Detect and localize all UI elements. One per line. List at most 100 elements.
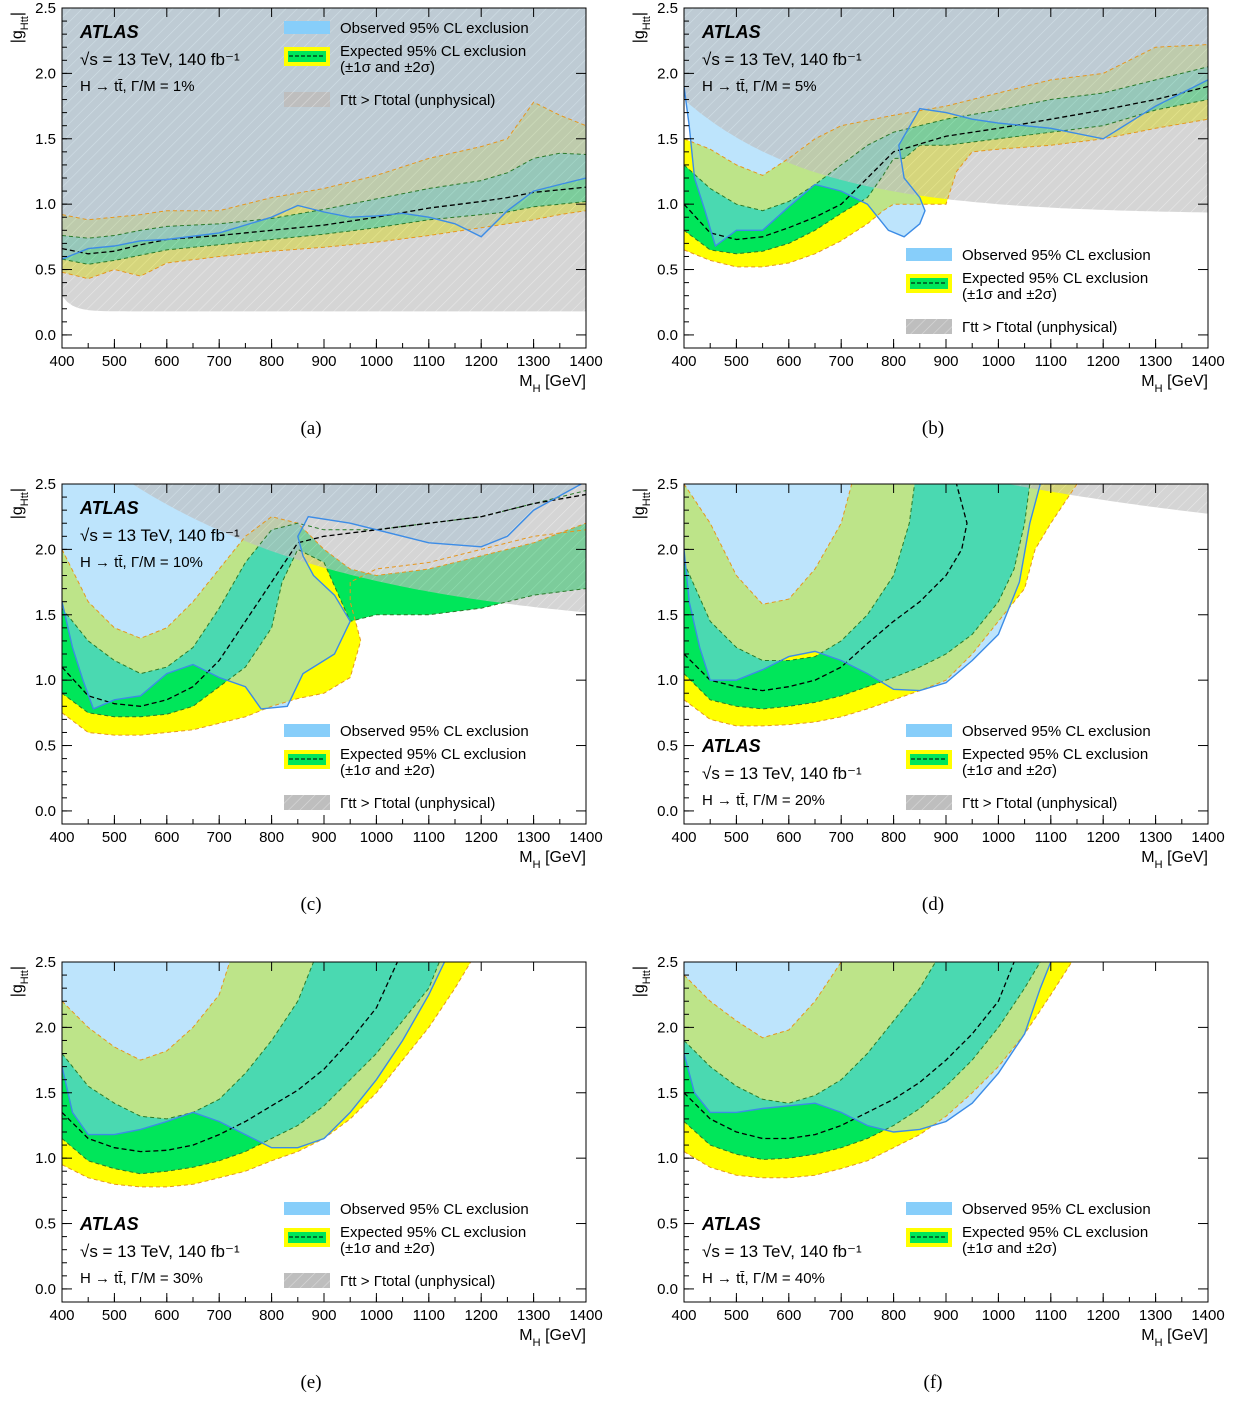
band-2sigma-high-edge <box>684 484 853 605</box>
y-axis-label: |gHtt| <box>9 966 31 997</box>
legend-observed-swatch <box>284 21 330 34</box>
chart-panel-c: 400 500 600 700 800 900 1000 1100 1200 1300 1400 0.… <box>0 476 622 943</box>
legend-expected-sublabel: (±1σ and ±2σ) <box>340 59 435 76</box>
x-tick-label: 400 <box>49 353 74 370</box>
y-tick-label: 1.5 <box>35 1085 56 1102</box>
x-axis-label: MH [GeV] <box>1141 849 1208 871</box>
x-tick-label: 1400 <box>1191 353 1224 370</box>
energy-label: √s = 13 TeV, 140 fb⁻¹ <box>702 764 862 783</box>
expected-line <box>62 186 586 255</box>
x-tick-label: 1100 <box>413 829 445 846</box>
band-2sigma-low-edge <box>684 962 1073 1179</box>
x-tick-label: 500 <box>724 353 749 370</box>
atlas-label: ATLAS <box>701 1214 761 1234</box>
y-tick-label: 2.5 <box>35 0 56 17</box>
x-tick-label: 1200 <box>465 829 498 846</box>
energy-label: √s = 13 TeV, 140 fb⁻¹ <box>80 1242 240 1261</box>
x-tick-label: 700 <box>207 829 232 846</box>
legend-observed-swatch <box>906 1202 952 1215</box>
band-2sigma-high-edge <box>684 44 1208 176</box>
x-tick-label: 500 <box>724 1307 749 1324</box>
legend-expected-label: Expected 95% CL exclusion <box>962 1224 1148 1241</box>
x-tick-label: 1400 <box>1191 1307 1224 1324</box>
x-tick-label: 900 <box>311 353 336 370</box>
y-tick-label: 2.5 <box>657 954 678 971</box>
x-axis-label: MH [GeV] <box>519 373 586 395</box>
x-tick-label: 1000 <box>982 353 1015 370</box>
x-tick-label: 1200 <box>1087 1307 1120 1324</box>
y-tick-label: 2.0 <box>35 65 56 82</box>
legend-observed-label: Observed 95% CL exclusion <box>340 723 529 740</box>
process-label: H → tt̄, Γ/M = 1% <box>80 78 195 95</box>
atlas-label: ATLAS <box>79 22 139 42</box>
unphysical-region <box>132 484 586 613</box>
chart-svg-c: 400 500 600 700 800 900 1000 1100 1200 1300 1400 0.… <box>9 476 603 871</box>
y-tick-label: 0.0 <box>657 327 678 344</box>
x-tick-label: 1200 <box>1087 353 1120 370</box>
legend-observed-swatch <box>284 724 330 737</box>
legend-expected-sublabel: (±1σ and ±2σ) <box>962 1240 1057 1257</box>
band-2sigma-low-edge <box>62 529 586 736</box>
y-tick-label: 0.5 <box>35 262 56 279</box>
observed-line <box>684 484 1041 692</box>
x-tick-label: 1200 <box>465 1307 498 1324</box>
observed-region <box>62 962 445 1148</box>
legend-unphysical-label: Γtt > Γtotal (unphysical) <box>962 319 1117 336</box>
chart-svg-b: 400 500 600 700 800 900 1000 1100 1200 1300 1400 0.… <box>631 0 1225 395</box>
x-tick-label: 600 <box>154 829 179 846</box>
band-2sigma-low-edge <box>684 484 1078 727</box>
legend-expected-label: Expected 95% CL exclusion <box>340 43 526 60</box>
x-tick-label: 1400 <box>569 1307 602 1324</box>
x-tick-label: 1100 <box>1035 829 1067 846</box>
band-2sigma-low-edge <box>62 210 586 280</box>
y-tick-label: 2.0 <box>657 65 678 82</box>
legend-expected-sublabel: (±1σ and ±2σ) <box>962 762 1057 779</box>
x-tick-label: 400 <box>671 353 696 370</box>
process-label: H → tt̄, Γ/M = 10% <box>80 554 203 571</box>
x-tick-label: 900 <box>933 829 958 846</box>
x-tick-label: 700 <box>829 353 854 370</box>
band-1sigma-low-edge <box>684 962 1041 1161</box>
plot-area <box>684 962 1073 1179</box>
legend-unphysical-swatch <box>906 319 952 334</box>
y-axis-label: |gHtt| <box>631 966 653 997</box>
x-tick-label: 1300 <box>1139 353 1172 370</box>
x-tick-label: 800 <box>259 353 284 370</box>
chart-panel-e: 400 500 600 700 800 900 1000 1100 1200 1300 1400 0.… <box>0 954 622 1421</box>
y-axis-label: |gHtt| <box>9 488 31 519</box>
y-axis-label: |gHtt| <box>9 12 31 43</box>
chart-panel-d: 400 500 600 700 800 900 1000 1100 1200 1300 1400 0.… <box>622 476 1244 943</box>
y-axis-label: |gHtt| <box>631 488 653 519</box>
observed-line <box>62 962 446 1149</box>
y-tick-label: 1.5 <box>657 1085 678 1102</box>
x-tick-label: 700 <box>829 829 854 846</box>
panel-caption: (d) <box>921 894 945 915</box>
legend-expected-label: Expected 95% CL exclusion <box>340 746 526 763</box>
legend-expected-label: Expected 95% CL exclusion <box>962 746 1148 763</box>
legend-expected-label: Expected 95% CL exclusion <box>962 270 1148 287</box>
x-tick-label: 1300 <box>1139 829 1172 846</box>
y-tick-label: 1.5 <box>657 131 678 148</box>
plot-area <box>62 8 586 312</box>
y-tick-label: 0.5 <box>657 1216 678 1233</box>
x-axis-label: MH [GeV] <box>519 849 586 871</box>
plot-area <box>62 962 472 1188</box>
band-2sigma-low-edge <box>62 962 472 1188</box>
x-tick-label: 500 <box>102 353 127 370</box>
y-tick-label: 2.0 <box>35 541 56 558</box>
legend-observed-swatch <box>906 248 952 261</box>
band-1sigma-high-edge <box>684 484 916 661</box>
expected-line <box>62 493 586 707</box>
legend-unphysical-swatch <box>284 795 330 810</box>
y-tick-label: 1.5 <box>35 131 56 148</box>
chart-panel-b: 400 500 600 700 800 900 1000 1100 1200 1300 1400 0.… <box>622 0 1244 467</box>
band-1sigma-low-edge <box>62 962 440 1175</box>
legend-observed-label: Observed 95% CL exclusion <box>962 247 1151 264</box>
chart-svg-f: 400 500 600 700 800 900 1000 1100 1200 1300 1400 0.… <box>631 954 1225 1349</box>
legend-observed-label: Observed 95% CL exclusion <box>340 20 529 37</box>
legend-unphysical-swatch <box>906 795 952 810</box>
band-1sigma-high-edge <box>684 962 936 1104</box>
legend-observed-swatch <box>284 1202 330 1215</box>
process-label: H → tt̄, Γ/M = 30% <box>80 1270 203 1287</box>
